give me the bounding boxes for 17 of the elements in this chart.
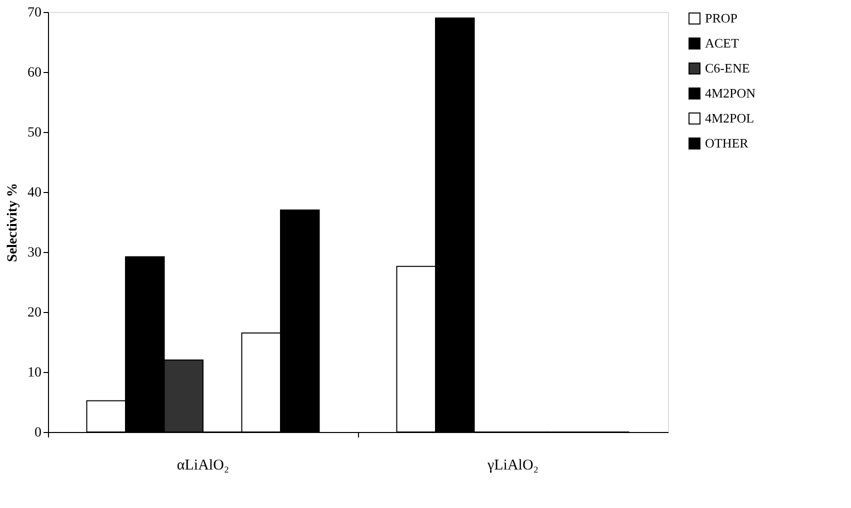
legend-label: ACET <box>705 36 739 50</box>
x-tick-label: αLiAlO₂ <box>176 458 230 474</box>
legend-label: C6-ENE <box>705 60 750 76</box>
y-tick-label: 70 <box>28 6 42 20</box>
y-tick-label: 50 <box>28 126 42 140</box>
y-tick-label: 60 <box>28 66 42 80</box>
y-tick-label: 20 <box>28 306 42 320</box>
y-tick-label: 10 <box>28 366 42 380</box>
x-tick-label: γLiAlO₂ <box>486 458 539 474</box>
legend-label: PROP <box>705 10 738 26</box>
legend-label: OTHER <box>705 136 749 150</box>
y-tick-label: 0 <box>34 426 42 440</box>
legend-label: 4M2PON <box>705 86 756 100</box>
y-tick-label: 30 <box>28 246 42 260</box>
y-axis-title: Selectivity % <box>6 183 20 262</box>
legend-label: 4M2POL <box>705 110 754 126</box>
y-tick-label: 40 <box>28 186 42 200</box>
